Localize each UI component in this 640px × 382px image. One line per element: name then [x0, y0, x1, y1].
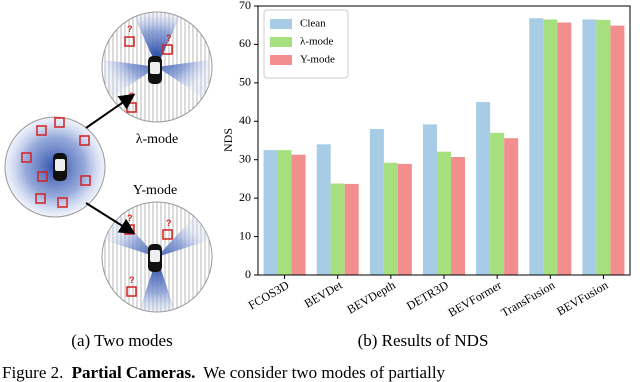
caption-title: Partial Cameras.	[72, 363, 196, 382]
x-tick-label: BEVDet	[302, 278, 345, 311]
x-tick-label: FCOS3D	[246, 278, 292, 313]
lambda-cameras	[104, 13, 210, 98]
unknown-mark: ?	[166, 33, 172, 43]
bar	[476, 102, 491, 275]
bar	[383, 162, 398, 275]
bar	[582, 19, 597, 276]
bar	[291, 154, 306, 275]
legend-swatch	[270, 37, 292, 47]
bar	[316, 144, 331, 275]
bar	[504, 138, 519, 275]
caption-text: We consider two modes of partially	[203, 363, 445, 382]
legend-label: λ-mode	[300, 36, 334, 48]
x-tick-label: BEVDepth	[345, 278, 398, 317]
objects	[21, 117, 91, 208]
bar	[263, 150, 278, 275]
legend-label: Clean	[300, 18, 326, 30]
bar	[451, 157, 465, 275]
mode-diagram: ? ? ? ? ? ? λ-mode Y-mode	[4, 11, 213, 313]
bar	[596, 19, 611, 275]
y-tick-label: 70	[239, 0, 251, 12]
x-tick-label: BEVFusion	[554, 278, 610, 318]
bar	[610, 25, 625, 275]
bar	[397, 163, 412, 275]
bar	[369, 128, 384, 275]
legend-swatch	[270, 19, 292, 29]
y-tick-label: 40	[239, 113, 251, 127]
legend-swatch	[270, 55, 292, 65]
bar	[490, 132, 505, 275]
x-tick-label: TransFusion	[499, 278, 558, 320]
y-tick-label: 60	[239, 36, 251, 50]
unknown-mark: ?	[127, 24, 133, 34]
unknown-mark: ?	[127, 213, 133, 223]
plot-frame	[257, 5, 631, 276]
panel-a-caption: (a) Two modes	[71, 331, 172, 350]
arrow	[85, 202, 136, 235]
arrow	[85, 93, 136, 129]
lambda-label: λ-mode	[136, 132, 179, 147]
x-tick-label: BEVFormer	[446, 278, 504, 320]
y-axis-label: NDS	[221, 128, 235, 152]
figure-caption: Figure 2. Partial Cameras. We consider t…	[2, 363, 446, 382]
y-tick-label: 30	[239, 151, 251, 165]
bar	[423, 124, 437, 275]
bar	[529, 18, 544, 275]
bar	[543, 19, 558, 276]
unknown-mark: ?	[129, 275, 135, 285]
y-tick-label: 20	[239, 190, 251, 204]
panel-b-caption: (b) Results of NDS	[358, 331, 489, 350]
y-tick-label: 10	[239, 228, 251, 242]
ego-car	[53, 153, 67, 181]
y-tick-label: 50	[239, 75, 251, 89]
ego-car	[148, 244, 162, 272]
unknown-mark: ?	[166, 218, 172, 228]
caption-label: Figure 2.	[2, 363, 63, 382]
legend-label: Y-mode	[300, 54, 335, 66]
x-tick-label: DETR3D	[404, 278, 451, 313]
bar	[344, 183, 359, 275]
bar	[330, 183, 345, 275]
chart: NDS 0 10 20 30 40 50 60 70 FCOS3D BEVDet BEVDepth D…	[221, 0, 631, 320]
bar	[557, 22, 572, 275]
bar	[437, 151, 451, 275]
ego-car	[148, 56, 162, 84]
bar	[277, 150, 292, 275]
y-tick-label: 0	[245, 267, 251, 281]
y-mode-label: Y-mode	[133, 183, 177, 198]
